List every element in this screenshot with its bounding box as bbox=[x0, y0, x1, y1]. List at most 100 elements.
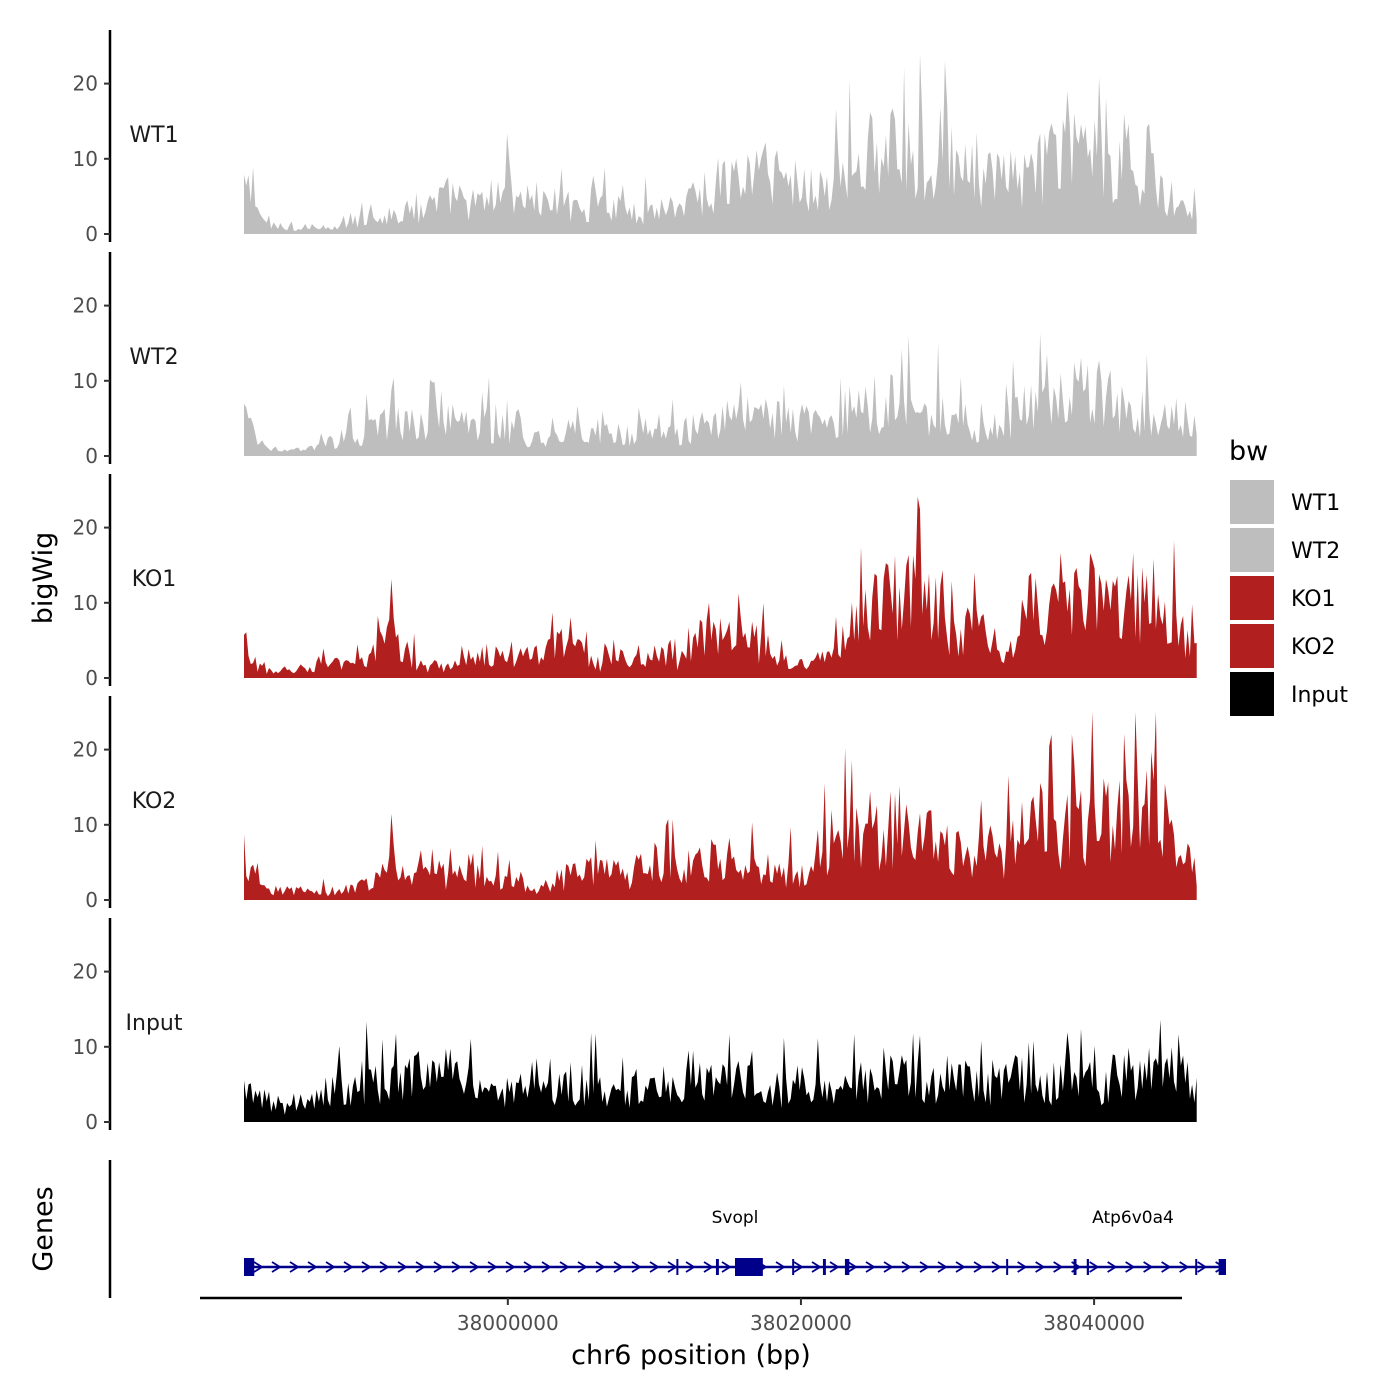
genes-track: Genes Svopl Atp6v0a4 bbox=[28, 1160, 1226, 1298]
strand-arrow bbox=[595, 1261, 606, 1273]
x-tick-label: 38000000 bbox=[457, 1311, 559, 1335]
exon-block bbox=[1006, 1259, 1009, 1275]
strand-arrow bbox=[397, 1261, 408, 1273]
strand-arrow bbox=[919, 1261, 930, 1273]
strand-arrow bbox=[883, 1261, 894, 1273]
signal-area-input bbox=[244, 1019, 1197, 1122]
y-tick-label: 0 bbox=[85, 222, 98, 246]
signal-area-ko2 bbox=[244, 712, 1197, 900]
y-tick-label: 10 bbox=[73, 1035, 98, 1059]
strand-arrow bbox=[415, 1261, 426, 1273]
strand-arrow bbox=[703, 1261, 714, 1273]
strand-arrow bbox=[1053, 1261, 1064, 1273]
y-tick-label: 10 bbox=[73, 813, 98, 837]
y-tick-label: 0 bbox=[85, 444, 98, 468]
track-label: Input bbox=[126, 1011, 183, 1036]
strand-arrow bbox=[1197, 1261, 1208, 1273]
strand-arrow bbox=[1125, 1261, 1136, 1273]
strand-arrow bbox=[901, 1261, 912, 1273]
strand-arrow bbox=[973, 1261, 984, 1273]
legend-label-input: Input bbox=[1291, 683, 1348, 708]
strand-arrow bbox=[289, 1261, 300, 1273]
track-label: WT2 bbox=[129, 345, 178, 370]
strand-arrow bbox=[937, 1261, 948, 1273]
y-tick-label: 10 bbox=[73, 369, 98, 393]
legend-swatch-ko1 bbox=[1230, 576, 1274, 620]
exon-block bbox=[244, 1258, 255, 1276]
strand-arrow bbox=[829, 1261, 840, 1273]
exon-block bbox=[735, 1258, 763, 1276]
strand-arrow bbox=[1089, 1261, 1100, 1273]
x-axis-title: chr6 position (bp) bbox=[571, 1340, 811, 1371]
strand-arrow bbox=[469, 1261, 480, 1273]
exon-block bbox=[715, 1259, 719, 1275]
strand-arrow bbox=[1035, 1261, 1046, 1273]
strand-arrow bbox=[1143, 1261, 1154, 1273]
strand-arrow bbox=[631, 1261, 642, 1273]
legend-label-ko1: KO1 bbox=[1291, 587, 1336, 612]
legend-swatch-ko2 bbox=[1230, 624, 1274, 668]
exon-block bbox=[676, 1259, 679, 1275]
strand-arrow bbox=[1179, 1261, 1190, 1273]
legend-label-wt1: WT1 bbox=[1291, 491, 1340, 516]
y-tick-label: 20 bbox=[73, 738, 98, 762]
x-tick-label: 38020000 bbox=[750, 1311, 852, 1335]
strand-arrow bbox=[991, 1261, 1002, 1273]
y-tick-label: 10 bbox=[73, 147, 98, 171]
exon-block bbox=[792, 1259, 795, 1275]
strand-arrow bbox=[649, 1261, 660, 1273]
gene-label: Svopl bbox=[712, 1208, 759, 1228]
track-label: WT1 bbox=[129, 123, 178, 148]
strand-arrow bbox=[487, 1261, 498, 1273]
y-tick-label: 0 bbox=[85, 1110, 98, 1134]
legend: bw WT1 WT2 KO1 KO2 Input bbox=[1229, 436, 1348, 716]
strand-arrow bbox=[505, 1261, 516, 1273]
track-ko1: 0 10 20 KO1 bbox=[73, 474, 1197, 690]
strand-arrow bbox=[847, 1261, 858, 1273]
strand-arrow bbox=[1107, 1261, 1118, 1273]
track-wt1: 0 10 20 WT1 bbox=[73, 30, 1197, 246]
strand-arrow bbox=[775, 1261, 786, 1273]
strand-arrow bbox=[577, 1261, 588, 1273]
track-ko2: 0 10 20 KO2 bbox=[73, 696, 1197, 912]
exon-block bbox=[822, 1259, 826, 1275]
genes-title: Genes bbox=[28, 1186, 59, 1271]
strand-arrow bbox=[523, 1261, 534, 1273]
strand-arrow bbox=[1017, 1261, 1028, 1273]
strand-arrow bbox=[325, 1261, 336, 1273]
x-axis: 38000000 38020000 38040000 chr6 position (b… bbox=[200, 1296, 1182, 1371]
strand-arrow bbox=[271, 1261, 282, 1273]
y-tick-label: 20 bbox=[73, 294, 98, 318]
y-tick-label: 0 bbox=[85, 888, 98, 912]
y-tick-label: 10 bbox=[73, 591, 98, 615]
strand-arrow bbox=[379, 1261, 390, 1273]
gene-atp6v0a4: Atp6v0a4 bbox=[1007, 1208, 1226, 1275]
strand-arrow bbox=[451, 1261, 462, 1273]
exon-block bbox=[1086, 1259, 1089, 1275]
legend-label-ko2: KO2 bbox=[1291, 635, 1336, 660]
signal-area-wt2 bbox=[244, 333, 1197, 456]
strand-arrow bbox=[685, 1261, 696, 1273]
strand-arrow bbox=[559, 1261, 570, 1273]
y-tick-label: 0 bbox=[85, 666, 98, 690]
strand-arrow bbox=[667, 1261, 678, 1273]
y-tick-label: 20 bbox=[73, 960, 98, 984]
x-tick-label: 38040000 bbox=[1043, 1311, 1145, 1335]
legend-label-wt2: WT2 bbox=[1291, 539, 1340, 564]
exon-block bbox=[1073, 1259, 1077, 1275]
exon-block bbox=[844, 1259, 850, 1275]
track-wt2: 0 10 20 WT2 bbox=[73, 252, 1197, 468]
strand-arrow bbox=[433, 1261, 444, 1273]
exon-block bbox=[1195, 1259, 1198, 1275]
strand-arrow bbox=[793, 1261, 804, 1273]
legend-swatch-input bbox=[1230, 672, 1274, 716]
y-axis-title: bigWig bbox=[28, 532, 59, 625]
signal-area-wt1 bbox=[244, 53, 1197, 234]
strand-arrow bbox=[253, 1261, 264, 1273]
gene-label: Atp6v0a4 bbox=[1092, 1208, 1174, 1228]
strand-arrow bbox=[865, 1261, 876, 1273]
strand-arrow bbox=[721, 1261, 732, 1273]
strand-arrow bbox=[343, 1261, 354, 1273]
